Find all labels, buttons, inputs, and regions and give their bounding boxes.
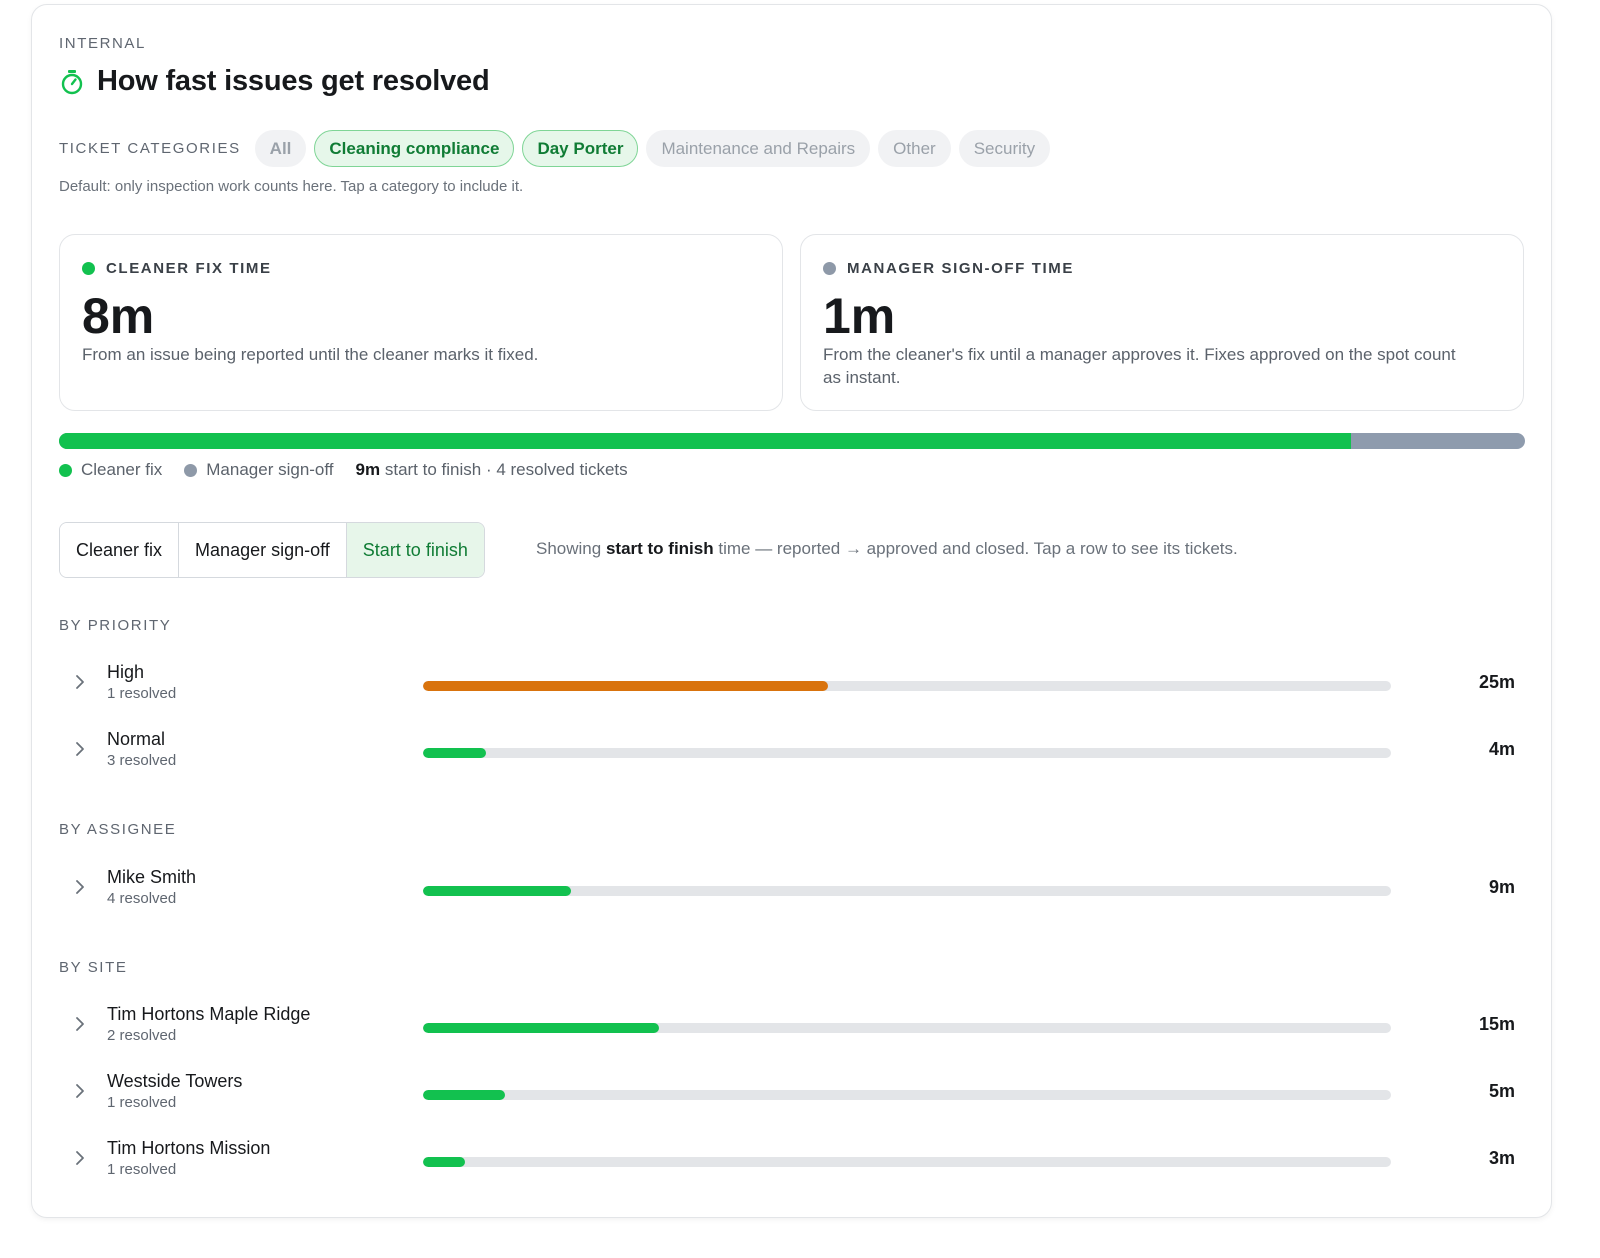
- row-bar-track: [423, 886, 1391, 896]
- row-value: 5m: [1488, 1081, 1515, 1101]
- manager-signoff-header: MANAGER SIGN-OFF TIME: [823, 260, 1074, 277]
- section-title-assignee: BY ASSIGNEE: [59, 821, 177, 838]
- manager-signoff-label: MANAGER SIGN-OFF TIME: [847, 260, 1074, 277]
- cleaner-fix-label: CLEANER FIX TIME: [106, 260, 272, 277]
- row-bar-fill: [423, 1023, 660, 1033]
- title-row: How fast issues get resolved: [59, 65, 490, 98]
- row-bar-fill: [423, 1090, 506, 1100]
- row-priority-high[interactable]: High 1 resolved 25m: [59, 660, 1525, 708]
- row-assignee-mike-smith[interactable]: Mike Smith 4 resolved 9m: [59, 865, 1525, 913]
- page-title: How fast issues get resolved: [97, 65, 490, 97]
- row-value: 3m: [1488, 1148, 1515, 1168]
- category-pill-cleaning-compliance[interactable]: Cleaning compliance: [314, 130, 515, 167]
- category-filter-label: TICKET CATEGORIES: [59, 140, 241, 157]
- row-priority-normal[interactable]: Normal 3 resolved 4m: [59, 727, 1525, 775]
- row-site-tim-hortons-maple-ridge[interactable]: Tim Hortons Maple Ridge 2 resolved 15m: [59, 1002, 1525, 1050]
- row-bar-track: [423, 1090, 1391, 1100]
- category-pill-security[interactable]: Security: [958, 130, 1051, 167]
- view-description: Showing start to finish time — reported …: [536, 539, 1238, 559]
- row-bar-fill: [423, 1157, 465, 1167]
- legend-manager-label: Manager sign-off: [206, 460, 334, 479]
- row-name: Normal: [107, 729, 166, 749]
- row-bar-fill: [423, 681, 828, 691]
- row-bar-fill: [423, 748, 486, 758]
- legend-cleaner: Cleaner fix: [59, 460, 162, 480]
- cleaner-fix-value: 8m: [82, 288, 155, 344]
- row-bar-track: [423, 1023, 1391, 1033]
- row-bar-track: [423, 748, 1391, 758]
- manager-signoff-time-card: MANAGER SIGN-OFF TIME 1m From the cleane…: [800, 234, 1524, 411]
- row-value: 25m: [1478, 672, 1515, 692]
- category-hint: Default: only inspection work counts her…: [59, 178, 524, 195]
- chevron-right-icon: [76, 675, 84, 689]
- section-title-priority: BY PRIORITY: [59, 617, 172, 634]
- row-count: 1 resolved: [107, 1161, 177, 1178]
- chevron-right-icon: [76, 1017, 84, 1031]
- cleaner-fix-time-card: CLEANER FIX TIME 8m From an issue being …: [59, 234, 783, 411]
- row-name: Tim Hortons Mission: [107, 1138, 271, 1158]
- row-name: Tim Hortons Maple Ridge: [107, 1004, 311, 1024]
- total-value: 9m: [355, 460, 381, 479]
- gray-dot-icon: [823, 262, 836, 275]
- total-summary: 9m start to finish · 4 resolved tickets: [356, 460, 628, 480]
- time-split-legend: Cleaner fix Manager sign-off 9m start to…: [59, 460, 628, 480]
- row-name: High: [107, 662, 145, 682]
- tab-start-to-finish[interactable]: Start to finish: [346, 523, 484, 577]
- category-pill-day-porter[interactable]: Day Porter: [522, 130, 639, 167]
- cleaner-fix-header: CLEANER FIX TIME: [82, 260, 272, 277]
- chevron-right-icon: [76, 742, 84, 756]
- legend-manager: Manager sign-off: [184, 460, 334, 480]
- stopwatch-icon: [59, 69, 85, 95]
- view-description-suffix: time — reported → approved and closed. T…: [718, 539, 1238, 558]
- category-pill-all[interactable]: All: [254, 130, 307, 167]
- category-pill-maintenance[interactable]: Maintenance and Repairs: [646, 130, 871, 167]
- cleaner-fix-segment: [59, 433, 1351, 449]
- chevron-right-icon: [76, 1151, 84, 1165]
- row-name: Westside Towers: [107, 1071, 243, 1091]
- row-count: 1 resolved: [107, 1094, 177, 1111]
- green-dot-icon: [82, 262, 95, 275]
- chevron-right-icon: [76, 1084, 84, 1098]
- manager-signoff-value: 1m: [823, 288, 896, 344]
- row-value: 15m: [1478, 1014, 1515, 1034]
- gray-dot-icon: [184, 463, 198, 477]
- row-count: 4 resolved: [107, 890, 177, 907]
- eyebrow-label: INTERNAL: [59, 35, 146, 52]
- legend-cleaner-label: Cleaner fix: [81, 460, 163, 479]
- category-pill-other[interactable]: Other: [878, 130, 951, 167]
- view-description-prefix: Showing: [536, 539, 602, 558]
- row-value: 4m: [1488, 739, 1515, 759]
- cleaner-fix-description: From an issue being reported until the c…: [82, 345, 539, 364]
- row-site-westside-towers[interactable]: Westside Towers 1 resolved 5m: [59, 1069, 1525, 1117]
- row-count: 1 resolved: [107, 685, 177, 702]
- category-filter: TICKET CATEGORIES All Cleaning complianc…: [59, 130, 1058, 167]
- view-segmented-control: Cleaner fix Manager sign-off Start to fi…: [59, 522, 485, 578]
- row-value: 9m: [1488, 877, 1515, 897]
- time-split-bar: [59, 433, 1525, 449]
- view-description-bold: start to finish: [605, 539, 714, 558]
- manager-signoff-description: From the cleaner's fix until a manager a…: [823, 345, 1456, 387]
- tab-cleaner-fix[interactable]: Cleaner fix: [60, 523, 180, 577]
- row-site-tim-hortons-mission[interactable]: Tim Hortons Mission 1 resolved 3m: [59, 1136, 1525, 1184]
- row-bar-fill: [423, 886, 572, 896]
- row-count: 3 resolved: [107, 752, 177, 769]
- green-dot-icon: [59, 463, 72, 477]
- section-title-site: BY SITE: [59, 959, 128, 976]
- total-suffix: start to finish · 4 resolved tickets: [384, 460, 628, 479]
- row-name: Mike Smith: [107, 867, 197, 887]
- row-bar-track: [423, 681, 1391, 691]
- resolution-time-card: INTERNAL How fast issues get resolved TI…: [31, 4, 1552, 1218]
- row-count: 2 resolved: [107, 1027, 177, 1044]
- chevron-right-icon: [76, 880, 84, 894]
- tab-manager-signoff[interactable]: Manager sign-off: [179, 523, 347, 577]
- row-bar-track: [423, 1157, 1391, 1167]
